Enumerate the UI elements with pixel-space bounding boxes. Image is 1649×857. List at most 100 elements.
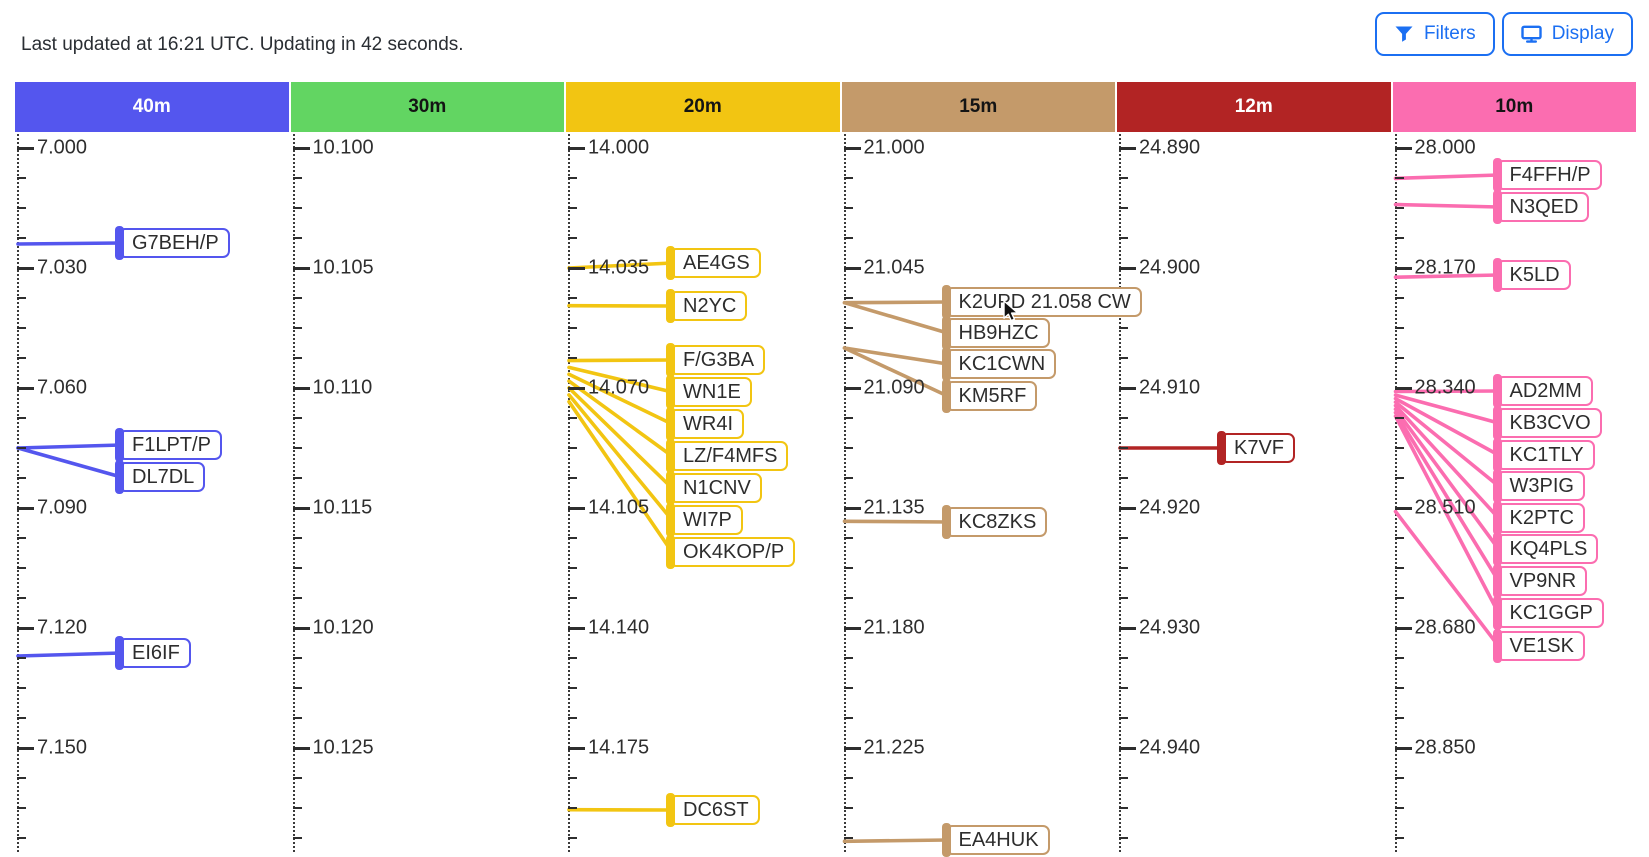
minor-tick [1119, 537, 1128, 539]
minor-tick [17, 357, 26, 359]
spot-label-N1CNV[interactable]: N1CNV [669, 473, 762, 503]
major-tick [1395, 387, 1412, 390]
spot-label-KC1GGP[interactable]: KC1GGP [1496, 598, 1604, 628]
minor-tick [568, 207, 577, 209]
tick-label: 7.150 [37, 737, 87, 760]
spot-label-LZ/F4MFS[interactable]: LZ/F4MFS [669, 441, 788, 471]
minor-tick [844, 177, 853, 179]
tick-label: 10.120 [313, 617, 374, 640]
spot-label-DC6ST[interactable]: DC6ST [669, 795, 760, 825]
spot-label-K2UPD[interactable]: K2UPD 21.058 CW [945, 287, 1142, 317]
minor-tick [17, 537, 26, 539]
spot-label-AD2MM[interactable]: AD2MM [1496, 376, 1593, 406]
minor-tick [1119, 237, 1128, 239]
spot-label-G7BEH/P[interactable]: G7BEH/P [118, 228, 230, 258]
major-tick [1119, 507, 1136, 510]
spot-line [1396, 205, 1499, 208]
spot-label-W3PIG[interactable]: W3PIG [1496, 471, 1585, 501]
spot-line [1396, 409, 1499, 549]
spot-label-KC1TLY[interactable]: KC1TLY [1496, 440, 1595, 470]
spot-label-KC1CWN[interactable]: KC1CWN [945, 349, 1057, 379]
tick-label: 14.035 [588, 257, 649, 280]
major-tick [293, 387, 310, 390]
tick-label: 7.060 [37, 377, 87, 400]
tick-label: 24.900 [1139, 257, 1200, 280]
minor-tick [568, 537, 577, 539]
major-tick [1395, 507, 1412, 510]
minor-tick [293, 717, 302, 719]
spot-label-F1LPT/P[interactable]: F1LPT/P [118, 430, 222, 460]
spot-label-VP9NR[interactable]: VP9NR [1496, 566, 1588, 596]
spot-label-F4FFH/P[interactable]: F4FFH/P [1496, 160, 1602, 190]
minor-tick [293, 297, 302, 299]
spot-label-KC8ZKS[interactable]: KC8ZKS [945, 507, 1048, 537]
major-tick [844, 507, 861, 510]
spot-label-HB9HZC[interactable]: HB9HZC [945, 318, 1050, 348]
minor-tick [1119, 777, 1128, 779]
major-tick [844, 627, 861, 630]
minor-tick [1119, 807, 1128, 809]
minor-tick [1119, 207, 1128, 209]
spot-label-AE4GS[interactable]: AE4GS [669, 248, 761, 278]
spot-line [18, 243, 121, 244]
minor-tick [17, 177, 26, 179]
minor-tick [293, 207, 302, 209]
spot-label-WR4I[interactable]: WR4I [669, 409, 744, 439]
major-tick [17, 747, 34, 750]
minor-tick [1395, 687, 1404, 689]
minor-tick [568, 357, 577, 359]
minor-tick [293, 447, 302, 449]
minor-tick [568, 177, 577, 179]
tick-label: 24.920 [1139, 497, 1200, 520]
spot-label-OK4KOP/P[interactable]: OK4KOP/P [669, 537, 795, 567]
minor-tick [17, 297, 26, 299]
spot-label-WN1E[interactable]: WN1E [669, 377, 752, 407]
minor-tick [844, 327, 853, 329]
major-tick [568, 267, 585, 270]
minor-tick [844, 687, 853, 689]
minor-tick [844, 807, 853, 809]
minor-tick [844, 567, 853, 569]
minor-tick [844, 417, 853, 419]
tick-label: 21.225 [864, 737, 925, 760]
minor-tick [1395, 837, 1404, 839]
minor-tick [293, 567, 302, 569]
spot-label-EI6IF[interactable]: EI6IF [118, 638, 191, 668]
spot-label-K7VF[interactable]: K7VF [1220, 433, 1295, 463]
spot-label-F/G3BA[interactable]: F/G3BA [669, 345, 765, 375]
minor-tick [568, 777, 577, 779]
spot-label-KB3CVO[interactable]: KB3CVO [1496, 408, 1602, 438]
spot-label-KQ4PLS[interactable]: KQ4PLS [1496, 534, 1599, 564]
spot-label-K2PTC[interactable]: K2PTC [1496, 503, 1585, 533]
spot-label-DL7DL[interactable]: DL7DL [118, 462, 205, 492]
minor-tick [293, 597, 302, 599]
spot-label-K5LD[interactable]: K5LD [1496, 260, 1571, 290]
minor-tick [844, 357, 853, 359]
tick-label: 7.030 [37, 257, 87, 280]
spot-label-EA4HUK[interactable]: EA4HUK [945, 825, 1050, 855]
minor-tick [1395, 537, 1404, 539]
minor-tick [293, 177, 302, 179]
tick-label: 10.105 [313, 257, 374, 280]
minor-tick [1395, 447, 1404, 449]
spot-line [18, 448, 121, 477]
minor-tick [844, 537, 853, 539]
spot-label-KM5RF[interactable]: KM5RF [945, 381, 1038, 411]
minor-tick [17, 237, 26, 239]
minor-tick [1395, 207, 1404, 209]
tick-label: 7.090 [37, 497, 87, 520]
tick-label: 10.125 [313, 737, 374, 760]
minor-tick [1395, 417, 1404, 419]
spot-label-N2YC[interactable]: N2YC [669, 291, 747, 321]
major-tick [293, 147, 310, 150]
spot-label-VE1SK[interactable]: VE1SK [1496, 631, 1585, 661]
minor-tick [1119, 657, 1128, 659]
spot-label-N3QED[interactable]: N3QED [1496, 192, 1590, 222]
spot-label-WI7P[interactable]: WI7P [669, 505, 743, 535]
tick-label: 24.890 [1139, 137, 1200, 160]
minor-tick [568, 447, 577, 449]
tick-label: 21.135 [864, 497, 925, 520]
major-tick [1395, 627, 1412, 630]
minor-tick [1395, 297, 1404, 299]
